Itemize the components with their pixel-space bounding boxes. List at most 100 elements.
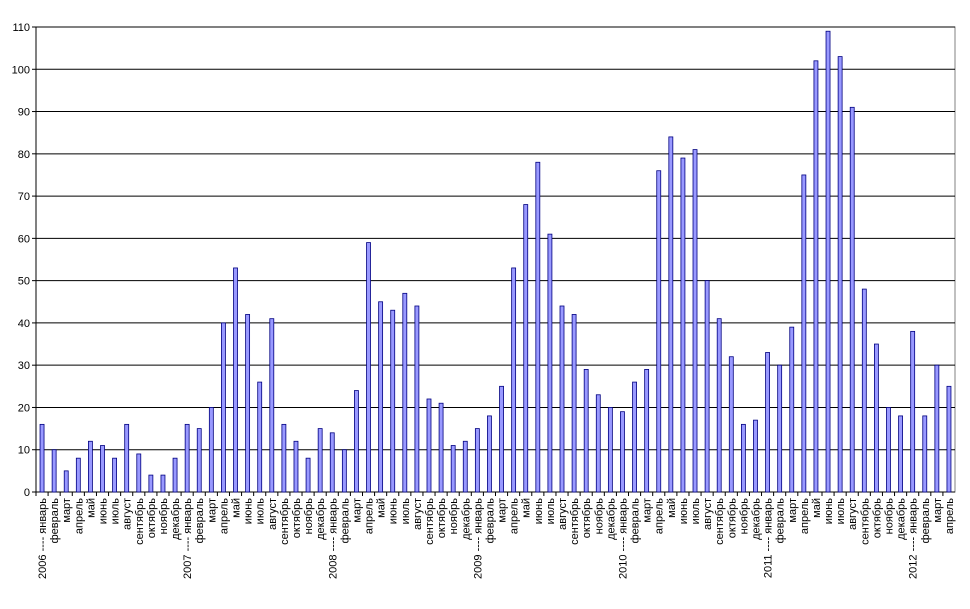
bar xyxy=(728,356,734,493)
bar xyxy=(934,364,940,493)
x-tick-label: август xyxy=(267,498,279,530)
x-tick-label: 2010 ---- январь xyxy=(617,498,629,579)
bar xyxy=(148,474,154,493)
x-tick-label: сентябрь xyxy=(859,498,871,545)
bar xyxy=(801,174,807,493)
x-tick-label: июль xyxy=(110,498,122,525)
x-tick-label: сентябрь xyxy=(714,498,726,545)
bar xyxy=(63,470,69,493)
x-tick-label: февраль xyxy=(775,498,787,544)
x-tick-label: апрель xyxy=(218,498,230,534)
x-tick-label: июль xyxy=(690,498,702,525)
bar xyxy=(51,449,57,493)
bar xyxy=(160,474,166,493)
bar xyxy=(269,318,275,493)
bar xyxy=(75,457,81,493)
x-tick-label: август xyxy=(412,498,424,530)
y-tick-label: 30 xyxy=(18,360,30,372)
bar xyxy=(922,415,928,493)
x-tick-label: февраль xyxy=(339,498,351,544)
x-tick-label: февраль xyxy=(630,498,642,544)
x-tick-label: декабрь xyxy=(460,498,472,540)
bar xyxy=(753,419,758,493)
x-tick-label: июль xyxy=(835,498,847,525)
x-tick-label: декабрь xyxy=(896,498,908,540)
x-tick-label: апрель xyxy=(654,498,666,534)
bar xyxy=(317,428,323,493)
bar xyxy=(487,415,492,493)
y-tick-label: 20 xyxy=(18,402,30,414)
x-tick-label: октябрь xyxy=(871,498,883,538)
bar xyxy=(777,364,783,493)
bar xyxy=(366,242,371,493)
bar xyxy=(692,149,698,493)
bar xyxy=(450,445,456,493)
x-tick-label: ноябрь xyxy=(158,498,170,535)
bar xyxy=(426,398,432,493)
bar xyxy=(208,407,214,493)
bar xyxy=(462,440,468,493)
x-tick-label: 2008 ---- январь xyxy=(327,498,339,579)
bar xyxy=(474,428,480,493)
x-tick-label: июль xyxy=(545,498,557,525)
x-tick-label: сентябрь xyxy=(134,498,146,545)
x-tick-label: август xyxy=(847,498,859,530)
bar xyxy=(668,136,674,493)
x-tick-label: октябрь xyxy=(146,498,158,538)
x-tick-label: ноябрь xyxy=(593,498,605,535)
y-tick-label: 80 xyxy=(18,149,30,161)
bar xyxy=(523,204,529,493)
bar xyxy=(837,56,843,493)
bar xyxy=(813,60,819,493)
x-tick-label: май xyxy=(85,498,97,518)
bar xyxy=(184,423,190,493)
y-tick-label: 40 xyxy=(18,318,30,330)
bar xyxy=(329,432,335,493)
bar xyxy=(765,352,770,493)
bar xyxy=(341,449,347,493)
bar xyxy=(680,157,686,493)
bar xyxy=(112,457,117,493)
x-tick-label: июнь xyxy=(533,498,545,524)
bar xyxy=(886,407,891,493)
bar xyxy=(245,314,251,493)
x-tick-label: февраль xyxy=(49,498,61,544)
y-tick-label: 110 xyxy=(12,22,30,34)
bar xyxy=(378,301,384,493)
bar xyxy=(88,440,93,493)
bar xyxy=(789,326,795,493)
bar xyxy=(861,288,867,493)
y-tick-label: 10 xyxy=(18,445,30,457)
x-tick-label: май xyxy=(811,498,823,518)
bar xyxy=(849,106,855,493)
bar xyxy=(632,381,637,493)
y-tick-label: 50 xyxy=(18,276,30,288)
bar xyxy=(535,161,541,493)
x-tick-label: сентябрь xyxy=(424,498,436,545)
bar xyxy=(595,394,601,493)
y-tick-label: 0 xyxy=(24,487,30,499)
bar xyxy=(874,343,879,493)
x-tick-label: 2007 ---- январь xyxy=(182,498,194,579)
bar xyxy=(716,318,722,493)
x-tick-label: март xyxy=(497,498,509,523)
x-tick-label: май xyxy=(521,498,533,518)
x-tick-label: сентябрь xyxy=(569,498,581,545)
x-tick-label: октябрь xyxy=(291,498,303,538)
x-tick-label: 2011 ---- январь xyxy=(763,498,775,578)
x-tick-label: ноябрь xyxy=(738,498,750,535)
y-tick-label: 90 xyxy=(18,107,30,119)
x-tick-label: февраль xyxy=(484,498,496,544)
x-tick-label: август xyxy=(557,498,569,530)
bar xyxy=(233,267,238,493)
x-tick-label: июнь xyxy=(98,498,110,524)
bar xyxy=(172,457,178,493)
bar xyxy=(414,305,420,493)
bar xyxy=(740,423,746,493)
bar xyxy=(499,385,504,493)
x-tick-label: октябрь xyxy=(726,498,738,538)
bar xyxy=(825,30,831,493)
bar xyxy=(438,402,444,493)
x-tick-label: апрель xyxy=(509,498,521,534)
